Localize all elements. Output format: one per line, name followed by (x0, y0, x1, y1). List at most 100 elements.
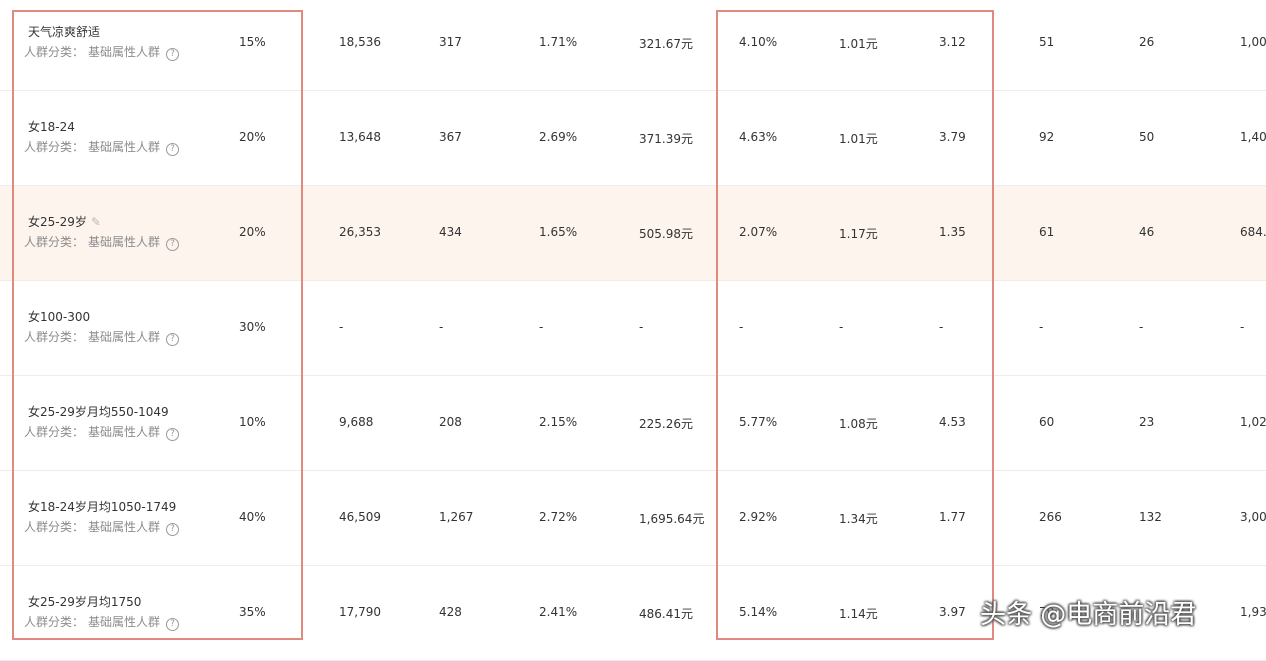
crowd-category: 人群分类： 基础属性人群? (24, 613, 180, 631)
cost-cell: 225.26元 (639, 417, 693, 431)
cart-adds-cell: 50 (1139, 130, 1155, 144)
crowd-name: 天气凉爽舒适 (28, 23, 100, 40)
cpc-cell: - (839, 320, 844, 334)
crowd-name-text: 女18-24 (28, 120, 75, 134)
crowd-name-text: 女100-300 (28, 310, 91, 324)
ctr-cell: 2.41% (539, 605, 578, 619)
impressions-cell: 13,648 (339, 130, 381, 144)
conversion-rate-cell: - (739, 320, 744, 334)
crowd-category-label: 人群分类： (24, 520, 85, 534)
edit-icon[interactable]: ✎ (90, 215, 101, 229)
roi-cell: 1.77 (939, 510, 966, 524)
crowd-category: 人群分类： 基础属性人群? (24, 518, 180, 536)
crowd-category-value: 基础属性人群 (88, 235, 161, 249)
clicks-cell: - (439, 320, 444, 334)
help-icon[interactable]: ? (166, 143, 180, 156)
table-row[interactable]: 女25-29岁月均1750 人群分类： 基础属性人群? 35% 17,790 428 2.4… (0, 566, 1266, 661)
crowd-category-label: 人群分类： (24, 330, 85, 344)
gmv-cell: 3,001 (1240, 510, 1266, 524)
crowd-name: 女18-24 (28, 118, 75, 135)
roi-cell: 4.53 (939, 415, 966, 429)
table-row[interactable]: 天气凉爽舒适 人群分类： 基础属性人群? 15% 18,536 317 1.71% 321.6… (0, 0, 1266, 91)
impressions-cell: 9,688 (339, 415, 374, 429)
help-icon[interactable]: ? (166, 428, 180, 441)
crowd-name: 女25-29岁 ✎ (28, 213, 101, 230)
favorites-cell: 266 (1039, 510, 1062, 524)
ctr-cell: 1.71% (539, 35, 578, 49)
table-row[interactable]: 女100-300 人群分类： 基础属性人群? 30% - - - - - - - - - - (0, 281, 1266, 376)
cpc-cell: 1.08元 (839, 417, 878, 431)
premium-cell[interactable]: 10% (239, 415, 266, 429)
premium-cell[interactable]: 20% (239, 225, 266, 239)
help-icon[interactable]: ? (166, 618, 180, 631)
premium-cell[interactable]: 40% (239, 510, 266, 524)
impressions-cell: 46,509 (339, 510, 381, 524)
cart-adds-cell: - (1139, 320, 1144, 334)
ctr-cell: 2.15% (539, 415, 578, 429)
clicks-cell: 367 (439, 130, 462, 144)
crowd-name: 女25-29岁月均1750 (28, 593, 141, 610)
crowd-category-label: 人群分类： (24, 45, 85, 59)
watermark: 头条 @电商前沿君 (980, 600, 1197, 630)
ctr-cell: - (539, 320, 544, 334)
roi-cell: 3.12 (939, 35, 966, 49)
crowd-category-value: 基础属性人群 (88, 140, 161, 154)
crowd-name: 女25-29岁月均550-1049 (28, 403, 169, 420)
gmv-cell: 684.2 (1240, 225, 1266, 239)
crowd-category: 人群分类： 基础属性人群? (24, 423, 180, 441)
cost-cell: 321.67元 (639, 37, 693, 51)
table-row[interactable]: 女18-24 人群分类： 基础属性人群? 20% 13,648 367 2.69% 371.3… (0, 91, 1266, 186)
help-icon[interactable]: ? (166, 523, 180, 536)
crowd-name-text: 女25-29岁 (28, 215, 87, 229)
cost-cell: - (639, 320, 644, 334)
roi-cell: - (939, 320, 944, 334)
cost-cell: 505.98元 (639, 227, 693, 241)
crowd-category: 人群分类： 基础属性人群? (24, 138, 180, 156)
crowd-name: 女100-300 (28, 308, 90, 325)
crowd-category-value: 基础属性人群 (88, 520, 161, 534)
conversion-rate-cell: 4.10% (739, 35, 778, 49)
roi-cell: 1.35 (939, 225, 966, 239)
crowd-category-value: 基础属性人群 (88, 330, 161, 344)
ctr-cell: 2.69% (539, 130, 578, 144)
crowd-category-value: 基础属性人群 (88, 45, 161, 59)
impressions-cell: 18,536 (339, 35, 381, 49)
crowd-name-text: 天气凉爽舒适 (28, 25, 101, 39)
favorites-cell: 51 (1039, 35, 1055, 49)
crowd-category-label: 人群分类： (24, 140, 85, 154)
crowd-category: 人群分类： 基础属性人群? (24, 233, 180, 251)
table-row[interactable]: 女25-29岁 ✎ 人群分类： 基础属性人群? 20% 26,353 434 1.65% 505… (0, 186, 1266, 281)
cart-adds-cell: 132 (1139, 510, 1162, 524)
cpc-cell: 1.01元 (839, 132, 878, 146)
premium-cell[interactable]: 35% (239, 605, 266, 619)
conversion-rate-cell: 4.63% (739, 130, 778, 144)
help-icon[interactable]: ? (166, 238, 180, 251)
conversion-rate-cell: 2.07% (739, 225, 778, 239)
premium-cell[interactable]: 20% (239, 130, 266, 144)
favorites-cell: - (1039, 320, 1044, 334)
favorites-cell: 61 (1039, 225, 1055, 239)
cpc-cell: 1.17元 (839, 227, 878, 241)
clicks-cell: 434 (439, 225, 462, 239)
cart-adds-cell: 46 (1139, 225, 1155, 239)
crowd-name-text: 女25-29岁月均1750 (28, 595, 142, 609)
crowd-category: 人群分类： 基础属性人群? (24, 328, 180, 346)
clicks-cell: 208 (439, 415, 462, 429)
cart-adds-cell: 26 (1139, 35, 1155, 49)
cpc-cell: 1.14元 (839, 607, 878, 621)
table-row[interactable]: 女25-29岁月均550-1049 人群分类： 基础属性人群? 10% 9,688 208… (0, 376, 1266, 471)
conversion-rate-cell: 5.77% (739, 415, 778, 429)
conversion-rate-cell: 2.92% (739, 510, 778, 524)
premium-cell[interactable]: 15% (239, 35, 266, 49)
crowd-category-label: 人群分类： (24, 235, 85, 249)
help-icon[interactable]: ? (166, 48, 180, 61)
crowd-category-value: 基础属性人群 (88, 425, 161, 439)
crowd-name-text: 女18-24岁月均1050-1749 (28, 500, 177, 514)
table-row[interactable]: 女18-24岁月均1050-1749 人群分类： 基础属性人群? 40% 46,509 1… (0, 471, 1266, 566)
premium-cell[interactable]: 30% (239, 320, 266, 334)
cart-adds-cell: 23 (1139, 415, 1155, 429)
clicks-cell: 428 (439, 605, 462, 619)
cost-cell: 1,695.64元 (639, 512, 705, 526)
favorites-cell: 79 (1039, 605, 1055, 619)
help-icon[interactable]: ? (166, 333, 180, 346)
